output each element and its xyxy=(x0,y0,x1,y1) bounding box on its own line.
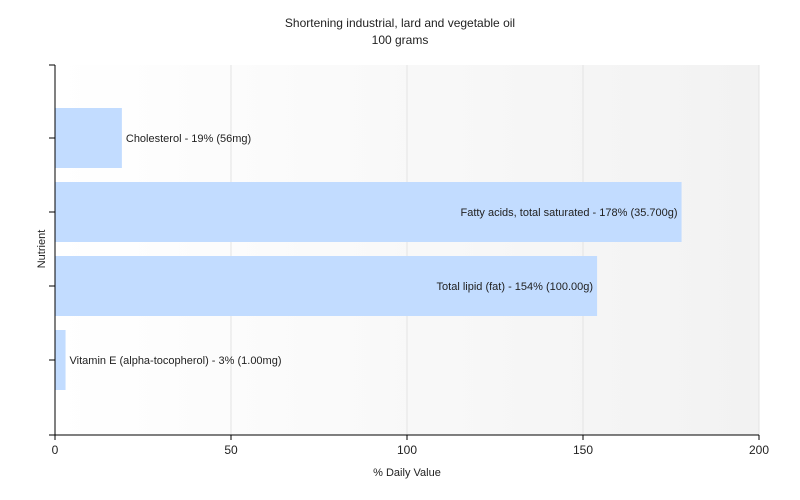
bar xyxy=(55,330,66,390)
gridlines xyxy=(230,65,760,435)
x-tick-label: 0 xyxy=(52,443,59,457)
bar xyxy=(55,256,598,316)
chart-subtitle: 100 grams xyxy=(372,33,429,47)
bar xyxy=(55,182,682,242)
chart-title: Shortening industrial, lard and vegetabl… xyxy=(285,16,515,30)
x-axis-label: % Daily Value xyxy=(373,467,441,479)
y-axis-label: Nutrient xyxy=(36,230,48,269)
x-tick-label: 150 xyxy=(573,443,593,457)
x-tick-label: 50 xyxy=(224,443,238,457)
bar-label: Vitamin E (alpha-tocopherol) - 3% (1.00m… xyxy=(70,355,282,367)
x-tick-label: 100 xyxy=(397,443,417,457)
bar-label: Total lipid (fat) - 154% (100.00g) xyxy=(437,281,594,293)
bar-labels: Cholesterol - 19% (56mg) Fatty acids, tot… xyxy=(70,133,678,367)
bar xyxy=(55,108,122,168)
bar-label: Fatty acids, total saturated - 178% (35.… xyxy=(460,207,677,219)
axes xyxy=(49,64,760,440)
x-tick-label: 200 xyxy=(749,443,769,457)
bars xyxy=(55,108,682,390)
bar-label: Cholesterol - 19% (56mg) xyxy=(126,133,251,145)
x-tick-labels: 0 50 100 150 200 xyxy=(52,443,770,457)
